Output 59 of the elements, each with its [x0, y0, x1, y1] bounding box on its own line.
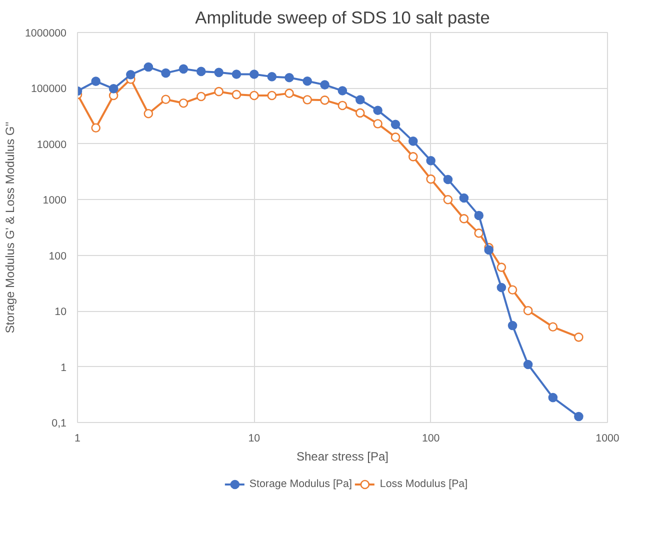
point: [355, 108, 365, 118]
point: [459, 214, 469, 224]
point: [196, 66, 206, 76]
y-tick-label: 1: [60, 362, 67, 374]
point: [426, 156, 436, 166]
point: [161, 68, 170, 78]
point: [426, 174, 436, 184]
x-tick-label: 1000: [596, 432, 620, 444]
point: [338, 86, 348, 96]
point: [355, 95, 365, 104]
y-tick-label: 100000: [30, 83, 67, 96]
point: [91, 76, 100, 86]
point: [284, 72, 294, 82]
point: [408, 136, 418, 146]
point: [91, 123, 100, 133]
point: [390, 120, 400, 130]
x-tick-label: 100: [422, 432, 440, 444]
point: [214, 68, 224, 78]
chart-title: Amplitude sweep of SDS 10 salt paste: [195, 8, 490, 28]
point: [459, 193, 469, 203]
point: [178, 64, 188, 74]
point: [373, 119, 382, 128]
point: [408, 152, 418, 162]
point: [373, 106, 382, 116]
x-tick-label: 1: [74, 432, 81, 444]
y-axis-title: Storage Modulus G' & Loss Modulus G'': [3, 122, 18, 334]
y-tick-label: 1000000: [25, 28, 67, 40]
point: [250, 90, 259, 100]
point: [232, 70, 242, 79]
point: [108, 84, 118, 94]
point: [161, 94, 170, 104]
x-axis-title: Shear stress [Pa]: [296, 450, 389, 464]
point: [284, 88, 294, 98]
point: [443, 195, 453, 204]
y-tick-label: 1000: [42, 194, 67, 207]
point: [144, 108, 154, 118]
point: [144, 62, 154, 72]
legend-label: Storage Modulus [Pa]: [249, 478, 352, 490]
point: [302, 95, 312, 104]
point: [390, 132, 400, 142]
y-tick-label: 0,1: [52, 418, 67, 430]
point: [338, 100, 348, 110]
point: [320, 96, 330, 105]
point: [267, 72, 277, 82]
point: [250, 70, 259, 79]
point: [443, 174, 453, 184]
point: [126, 70, 136, 80]
legend-label: Loss Modulus [Pa]: [380, 478, 468, 490]
y-tick-label: 10000: [36, 138, 67, 151]
point: [267, 90, 277, 100]
y-tick-label: 10: [54, 306, 67, 318]
point: [320, 80, 330, 90]
point: [214, 86, 224, 96]
point: [302, 76, 312, 86]
point: [178, 98, 188, 108]
x-tick-label: 10: [248, 432, 260, 444]
point: [196, 92, 206, 102]
point: [232, 90, 242, 100]
y-tick-label: 100: [48, 250, 67, 262]
